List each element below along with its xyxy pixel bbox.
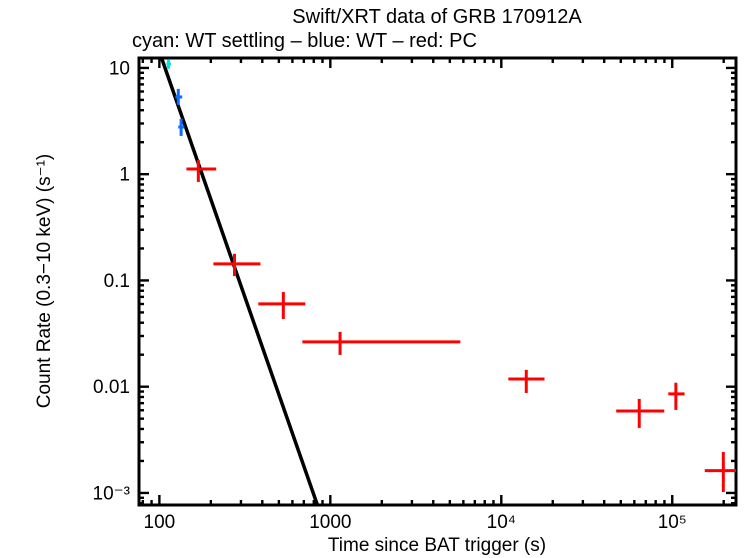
data-point <box>508 369 545 393</box>
y-tick-label: 10 <box>109 58 130 79</box>
data-point <box>704 451 736 493</box>
data-point <box>302 331 461 355</box>
data-point <box>258 291 306 319</box>
x-tick-label: 1000 <box>309 512 351 533</box>
axis-ticks <box>139 58 736 505</box>
data-point <box>213 253 261 277</box>
y-tick-label: 0.01 <box>93 377 130 398</box>
series-wt-settling <box>166 59 172 69</box>
data-point <box>186 159 217 182</box>
model-fit-line <box>159 58 320 505</box>
data-point <box>668 382 685 410</box>
y-axis-label: Count Rate (0.3−10 keV) (s⁻¹) <box>34 154 55 409</box>
data-point <box>178 118 185 136</box>
chart-title: Swift/XRT data of GRB 170912A <box>292 6 582 28</box>
x-tick-label: 10⁵ <box>658 512 687 533</box>
x-tick-label: 10⁴ <box>487 512 516 533</box>
data-series <box>166 59 736 493</box>
data-point <box>616 398 665 428</box>
y-tick-label: 0.1 <box>104 271 130 292</box>
x-axis-label: Time since BAT trigger (s) <box>328 535 546 556</box>
plot-frame <box>137 56 738 507</box>
x-tick-label: 100 <box>144 512 176 533</box>
chart-subtitle: cyan: WT settling – blue: WT – red: PC <box>132 30 477 52</box>
data-point <box>166 59 172 69</box>
series-pc <box>186 159 736 493</box>
y-tick-label: 10⁻³ <box>93 483 131 504</box>
series-wt <box>175 88 185 136</box>
data-point <box>175 88 183 105</box>
tick-labels: 100 1000 10⁴ 10⁵ 10 1 0.1 0.01 10⁻³ <box>93 58 687 533</box>
y-tick-label: 1 <box>119 165 130 186</box>
